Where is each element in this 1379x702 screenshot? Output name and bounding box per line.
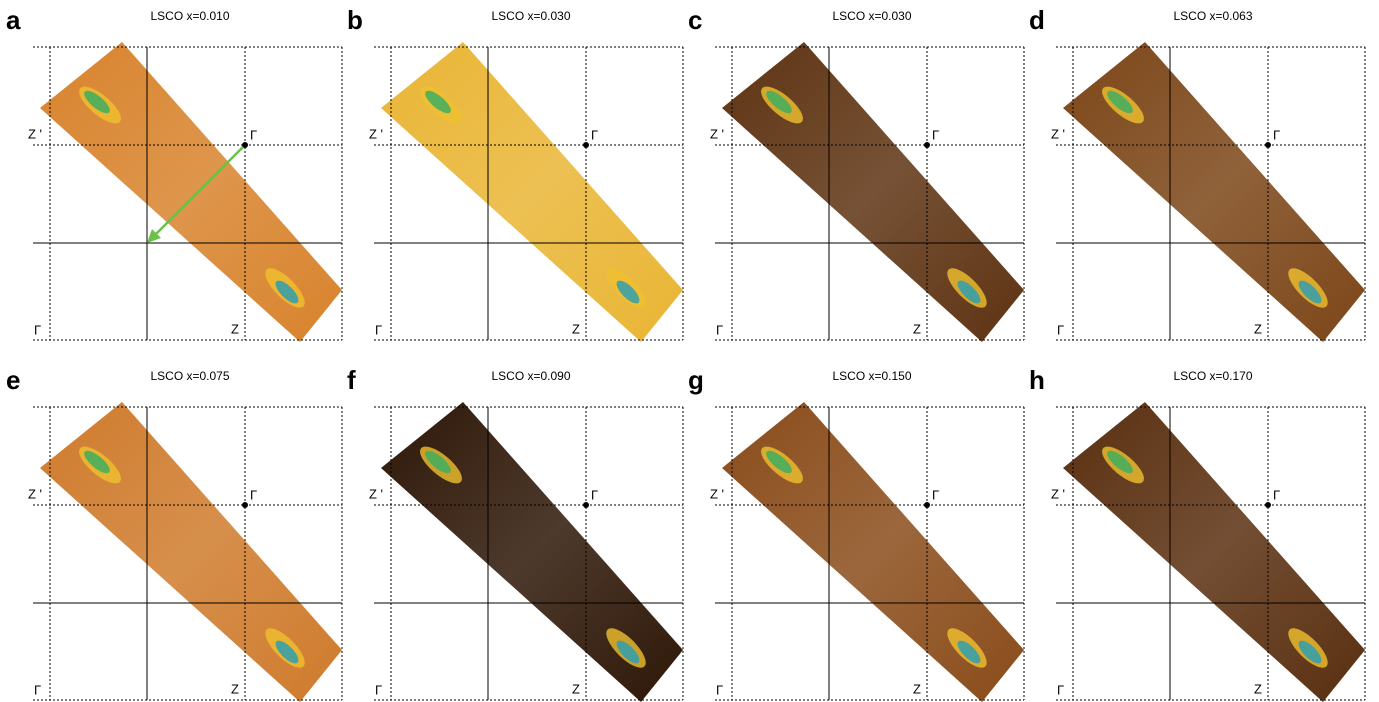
point-label: Γ <box>250 127 257 142</box>
point-label: Z ' <box>28 126 42 141</box>
point-label: Z ' <box>369 486 383 501</box>
point-label: Γ <box>250 487 257 502</box>
point-label: Γ <box>375 682 382 697</box>
gamma-point <box>583 502 589 508</box>
point-label: Γ <box>716 322 723 337</box>
panel: e LSCO x=0.075 Z ' Γ Γ Z <box>6 365 342 702</box>
panel: a LSCO x=0.010 Z ' Γ Γ Z <box>6 5 342 342</box>
gamma-point <box>1265 142 1271 148</box>
point-label: Γ <box>34 682 41 697</box>
panel-title: LSCO x=0.090 <box>491 369 570 383</box>
point-label: Γ <box>932 127 939 142</box>
panel: b LSCO x=0.030 Z ' Γ Γ Z <box>347 5 683 342</box>
point-label: Γ <box>1273 127 1280 142</box>
point-label: Γ <box>1057 322 1064 337</box>
point-label: Γ <box>716 682 723 697</box>
point-label: Z ' <box>1051 126 1065 141</box>
panel-letter: f <box>347 365 356 395</box>
gamma-point <box>583 142 589 148</box>
panel-letter: g <box>688 365 704 395</box>
point-label: Γ <box>591 127 598 142</box>
panel-title: LSCO x=0.030 <box>491 9 570 23</box>
point-label: Γ <box>932 487 939 502</box>
panel-title: LSCO x=0.030 <box>832 9 911 23</box>
gamma-point <box>924 502 930 508</box>
panel-letter: d <box>1029 5 1045 35</box>
point-label: Z <box>913 321 921 336</box>
gamma-point <box>242 502 248 508</box>
panel-letter: b <box>347 5 363 35</box>
gamma-point <box>924 142 930 148</box>
point-label: Γ <box>1273 487 1280 502</box>
gamma-point <box>1265 502 1271 508</box>
point-label: Γ <box>1057 682 1064 697</box>
point-label: Z <box>572 681 580 696</box>
point-label: Γ <box>375 322 382 337</box>
point-label: Z ' <box>1051 486 1065 501</box>
panel: h LSCO x=0.170 Z ' Γ Γ Z <box>1029 365 1365 702</box>
point-label: Γ <box>34 322 41 337</box>
panel-letter: h <box>1029 365 1045 395</box>
point-label: Z <box>231 681 239 696</box>
point-label: Z ' <box>710 486 724 501</box>
panel-title: LSCO x=0.075 <box>150 369 229 383</box>
point-label: Z ' <box>28 486 42 501</box>
panel-letter: c <box>688 5 702 35</box>
point-label: Z <box>1254 681 1262 696</box>
figure: a LSCO x=0.010 Z ' Γ Γ Zb LSCO x=0.030 Z ' Γ Γ Zc L… <box>0 0 1379 702</box>
point-label: Z ' <box>710 126 724 141</box>
panel-letter: a <box>6 5 21 35</box>
panel-title: LSCO x=0.063 <box>1173 9 1252 23</box>
panel-title: LSCO x=0.150 <box>832 369 911 383</box>
point-label: Z <box>231 321 239 336</box>
panel-letter: e <box>6 365 20 395</box>
point-label: Z <box>1254 321 1262 336</box>
panel: c LSCO x=0.030 Z ' Γ Γ Z <box>688 5 1024 342</box>
point-label: Z <box>913 681 921 696</box>
panel: g LSCO x=0.150 Z ' Γ Γ Z <box>688 365 1024 702</box>
panel: f LSCO x=0.090 Z ' Γ Γ Z <box>347 365 683 702</box>
point-label: Z <box>572 321 580 336</box>
point-label: Γ <box>591 487 598 502</box>
panel-title: LSCO x=0.010 <box>150 9 229 23</box>
panel-title: LSCO x=0.170 <box>1173 369 1252 383</box>
panel: d LSCO x=0.063 Z ' Γ Γ Z <box>1029 5 1365 342</box>
point-label: Z ' <box>369 126 383 141</box>
